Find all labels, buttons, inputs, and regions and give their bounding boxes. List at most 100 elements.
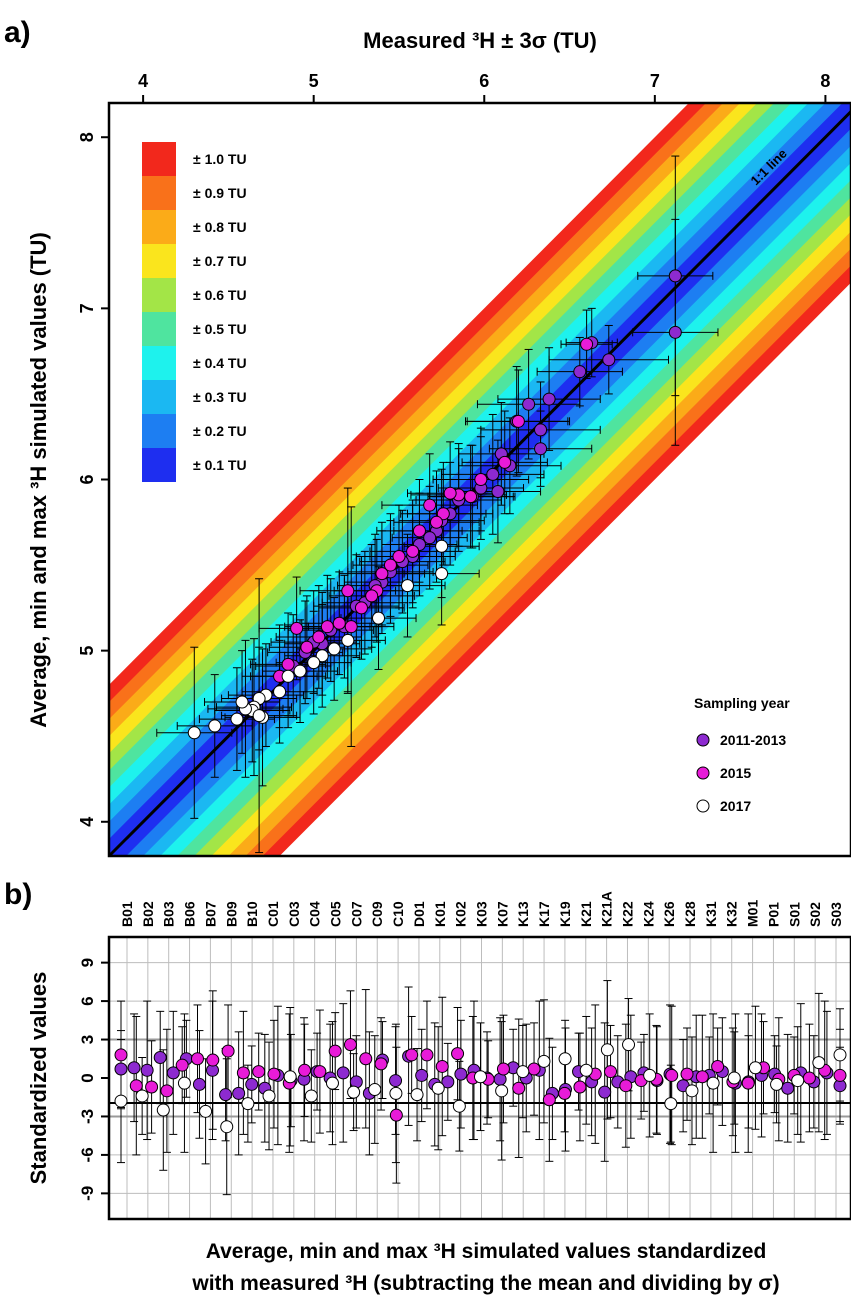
y-tick-label: 9 xyxy=(78,958,97,967)
data-point xyxy=(474,473,488,486)
category-label: C05 xyxy=(328,901,344,927)
data-point xyxy=(496,1062,510,1076)
data-point xyxy=(580,337,594,351)
y-tick-label: 6 xyxy=(78,996,97,1005)
data-point xyxy=(389,1086,403,1100)
data-point xyxy=(199,1104,213,1118)
legend-swatch xyxy=(142,312,176,346)
data-point xyxy=(359,1052,373,1066)
data-point xyxy=(336,1066,350,1080)
legend-swatch xyxy=(142,414,176,448)
data-point xyxy=(392,550,406,564)
data-point xyxy=(365,589,379,603)
x-axis-title-line2: with measured ³H (subtracting the mean a… xyxy=(191,1272,779,1295)
data-point xyxy=(573,365,587,379)
data-point xyxy=(451,1047,465,1061)
data-point xyxy=(522,397,536,411)
data-point xyxy=(368,1083,382,1097)
legend-label: ± 0.2 TU xyxy=(193,423,247,439)
y-tick-label: -9 xyxy=(78,1186,97,1201)
data-point xyxy=(166,1066,180,1080)
y-axis-title: Average, min and max ³H simulated values… xyxy=(26,232,51,728)
x-tick-label: 8 xyxy=(820,71,830,91)
data-point xyxy=(175,1058,189,1072)
category-label: K02 xyxy=(453,901,469,927)
data-point xyxy=(160,1084,174,1098)
y-tick-label: 7 xyxy=(77,303,97,313)
data-point xyxy=(542,1093,556,1107)
category-label: B03 xyxy=(161,901,177,927)
data-point xyxy=(406,544,420,558)
y-tick-label: 5 xyxy=(77,646,97,656)
data-point xyxy=(232,1086,246,1100)
data-point xyxy=(423,531,437,545)
category-label: K24 xyxy=(640,901,656,927)
data-points xyxy=(114,1038,847,1134)
data-point xyxy=(312,630,326,644)
legend-label: 2015 xyxy=(720,765,751,781)
category-label: K13 xyxy=(515,901,531,927)
data-point xyxy=(454,1067,468,1081)
x-tick-label: 6 xyxy=(479,71,489,91)
y-axis-left: -9 -6 -3 0 3 6 9 xyxy=(78,958,109,1201)
legend-label: ± 0.7 TU xyxy=(193,253,247,269)
data-point xyxy=(127,1061,141,1075)
data-point xyxy=(537,1054,551,1068)
legend-swatch xyxy=(142,278,176,312)
data-point xyxy=(153,1050,167,1064)
legend-swatch xyxy=(142,176,176,210)
data-point xyxy=(341,584,355,598)
category-label: M01 xyxy=(745,900,761,927)
data-point xyxy=(706,1076,720,1090)
data-point xyxy=(680,1067,694,1081)
data-point xyxy=(534,423,548,437)
data-point xyxy=(443,486,457,500)
category-label: C03 xyxy=(286,901,302,927)
data-point xyxy=(354,601,368,615)
data-point xyxy=(695,1070,709,1084)
data-point xyxy=(320,620,334,634)
data-point xyxy=(281,657,295,671)
y-tick-label: 3 xyxy=(78,1035,97,1044)
data-point xyxy=(495,1084,509,1098)
data-point xyxy=(307,656,321,670)
data-point xyxy=(281,669,295,683)
data-point xyxy=(741,1076,755,1090)
category-label: B02 xyxy=(140,901,156,927)
data-point xyxy=(114,1094,128,1108)
category-label: K07 xyxy=(494,901,510,927)
data-point xyxy=(668,269,682,283)
data-point xyxy=(491,484,505,498)
data-point xyxy=(486,467,500,481)
data-point xyxy=(140,1063,154,1077)
data-point xyxy=(341,633,355,647)
legend-label: ± 1.0 TU xyxy=(193,151,247,167)
y-tick-label: -3 xyxy=(78,1109,97,1124)
x-axis-title-line1: Average, min and max ³H simulated values… xyxy=(206,1240,767,1263)
data-point xyxy=(208,719,222,733)
category-label: K21A xyxy=(599,891,615,927)
data-point xyxy=(177,1076,191,1090)
data-point xyxy=(412,524,426,538)
year-legend: Sampling year 2011-2013 2015 2017 xyxy=(694,695,790,814)
category-label: S03 xyxy=(828,902,844,927)
data-point xyxy=(435,567,449,581)
data-point xyxy=(558,1052,572,1066)
data-point xyxy=(431,1081,445,1095)
legend-label: ± 0.4 TU xyxy=(193,355,247,371)
category-label: C04 xyxy=(307,901,323,927)
category-label: S01 xyxy=(786,902,802,927)
data-point xyxy=(511,414,525,428)
data-point xyxy=(375,567,389,581)
data-point xyxy=(374,1057,388,1071)
data-point xyxy=(344,620,358,634)
data-point xyxy=(230,712,244,726)
data-point xyxy=(430,515,444,529)
data-point xyxy=(328,1044,342,1058)
panel-a-label: a) xyxy=(4,16,31,49)
data-point xyxy=(622,1038,636,1052)
y-tick-label: 6 xyxy=(77,474,97,484)
category-label: B07 xyxy=(202,901,218,927)
legend-marker xyxy=(696,766,710,780)
